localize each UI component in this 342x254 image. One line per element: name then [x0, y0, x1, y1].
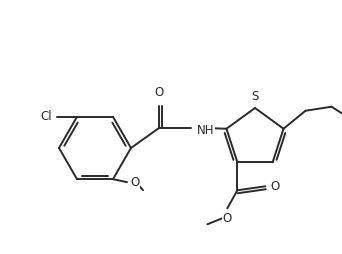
Text: O: O — [130, 176, 139, 189]
Text: O: O — [154, 86, 163, 99]
Text: O: O — [223, 212, 232, 225]
Text: NH: NH — [197, 123, 214, 136]
Text: S: S — [251, 90, 259, 103]
Text: Cl: Cl — [40, 110, 52, 123]
Text: O: O — [271, 180, 280, 193]
